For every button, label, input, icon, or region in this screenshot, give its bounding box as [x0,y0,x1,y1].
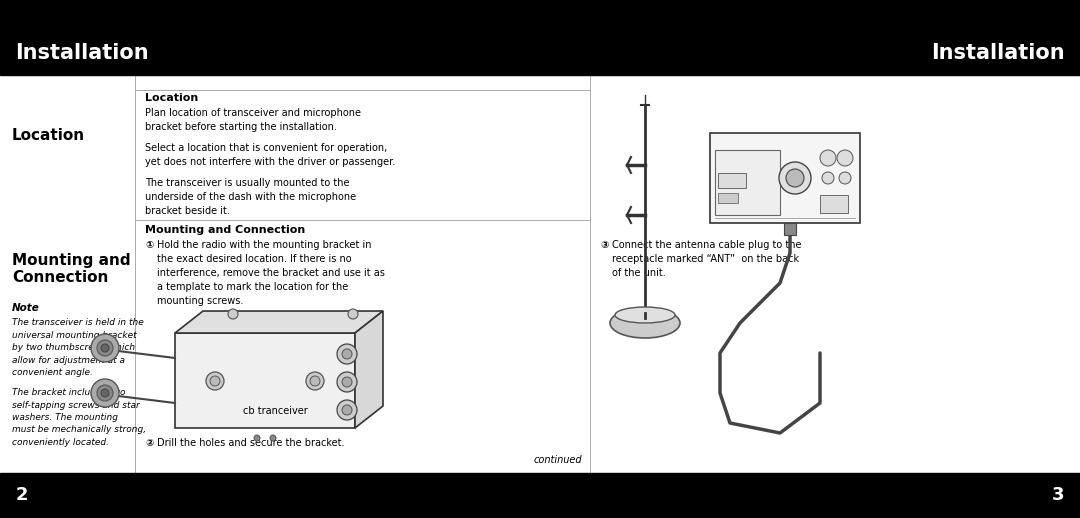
Text: Hold the radio with the mounting bracket in
the exact desired location. If there: Hold the radio with the mounting bracket… [157,240,384,306]
Circle shape [337,400,357,420]
Circle shape [337,372,357,392]
Bar [820,195,848,213]
Circle shape [91,379,119,407]
Circle shape [839,172,851,184]
Text: Location: Location [145,93,199,103]
Circle shape [837,150,853,166]
Ellipse shape [610,308,680,338]
Circle shape [306,372,324,390]
Circle shape [228,309,238,319]
Circle shape [97,385,113,401]
Circle shape [210,376,220,386]
Text: The transceiver is usually mounted to the
underside of the dash with the microph: The transceiver is usually mounted to th… [145,178,356,216]
Text: 3: 3 [1052,486,1064,505]
Text: Plan location of transceiver and microphone
bracket before starting the installa: Plan location of transceiver and microph… [145,108,361,132]
Text: ①: ① [145,240,153,250]
Bar [0,0,1080,75]
Circle shape [822,172,834,184]
Circle shape [337,344,357,364]
Bar [0,473,1080,518]
Circle shape [91,334,119,362]
Circle shape [206,372,224,390]
Polygon shape [175,333,355,428]
Text: continued: continued [534,455,582,465]
Text: Drill the holes and secure the bracket.: Drill the holes and secure the bracket. [157,438,345,448]
Text: cb tranceiver: cb tranceiver [243,406,308,416]
Ellipse shape [615,307,675,323]
Text: Location: Location [12,128,85,143]
Circle shape [348,309,357,319]
Circle shape [310,376,320,386]
Text: Mounting and
Connection: Mounting and Connection [12,253,131,285]
Circle shape [342,377,352,387]
Text: The transceiver is held in the
universal mounting bracket
by two thumbscrews whi: The transceiver is held in the universal… [12,318,144,377]
Text: 2: 2 [16,486,28,505]
Circle shape [97,340,113,356]
Circle shape [342,349,352,359]
Polygon shape [355,311,383,428]
Circle shape [270,435,276,441]
Text: Note: Note [12,303,40,313]
Text: Mounting and Connection: Mounting and Connection [145,225,306,235]
Bar [718,173,746,188]
Bar [715,150,780,215]
Text: Installation: Installation [15,43,149,63]
Text: Installation: Installation [931,43,1065,63]
Text: The bracket includes two
self-tapping screws and star
washers. The mounting
must: The bracket includes two self-tapping sc… [12,388,146,447]
Circle shape [342,405,352,415]
Polygon shape [175,311,383,333]
Circle shape [102,344,109,352]
Text: Connect the antenna cable plug to the
receptacle marked “ANT”  on the back
of th: Connect the antenna cable plug to the re… [612,240,801,278]
Bar [710,133,860,223]
Circle shape [102,389,109,397]
Text: ②: ② [145,438,153,448]
Circle shape [779,162,811,194]
Circle shape [254,435,260,441]
Text: Select a location that is convenient for operation,
yet does not interfere with : Select a location that is convenient for… [145,143,395,167]
Circle shape [786,169,804,187]
Bar [784,223,796,235]
Circle shape [820,150,836,166]
Text: ③: ③ [600,240,608,250]
Bar [718,193,738,203]
